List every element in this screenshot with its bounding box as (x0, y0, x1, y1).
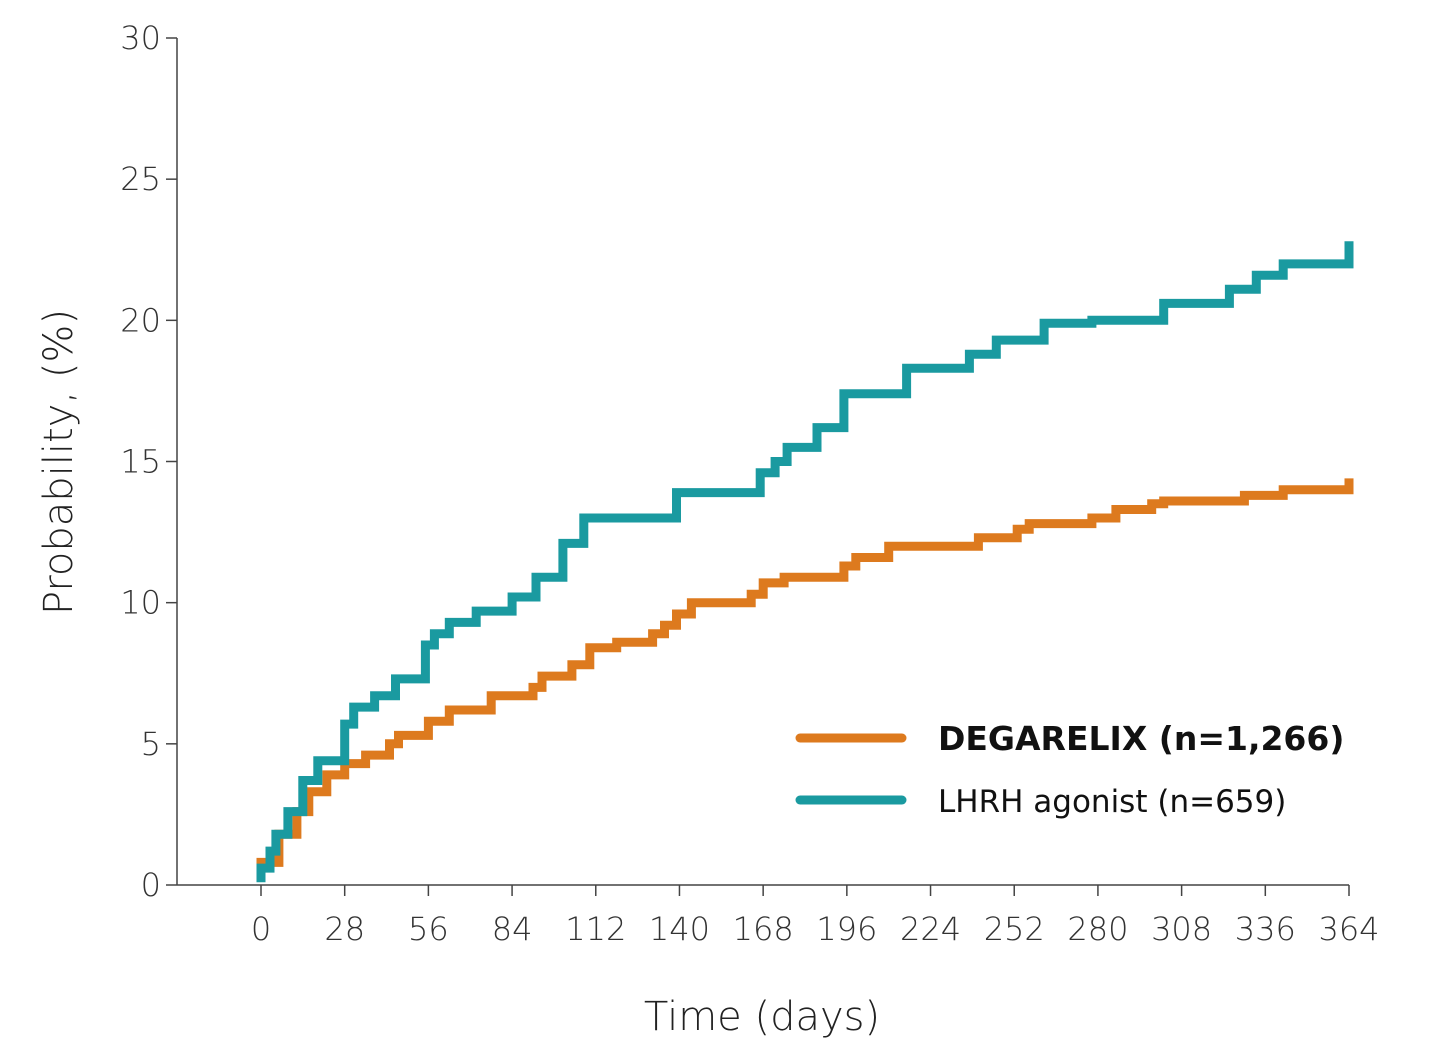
x-tick-label: 252 (984, 910, 1045, 948)
y-tick-label: 20 (120, 301, 161, 339)
series-layer (256, 241, 1354, 883)
x-tick-label: 56 (408, 910, 449, 948)
x-ticks: 0 28 56 84 112 140 168 196 224 252 280 308 336 364 (251, 885, 1380, 948)
legend-label: DEGARELIX (n=1,266) (938, 719, 1344, 758)
y-tick-label: 10 (120, 584, 161, 622)
x-tick-label: 0 (251, 910, 271, 948)
x-axis-title: Time (days) (644, 994, 880, 1040)
y-tick-label: 30 (120, 19, 161, 57)
legend-label: LHRH agonist (n=659) (938, 784, 1286, 820)
x-tick-label: 28 (324, 910, 365, 948)
x-tick-label: 84 (492, 910, 533, 948)
legend: DEGARELIX (n=1,266) LHRH agonist (n=659) (795, 719, 1344, 820)
y-tick-label: 25 (120, 160, 161, 198)
y-tick-label: 15 (120, 443, 161, 481)
x-tick-label: 336 (1235, 910, 1296, 948)
y-ticks: 0 5 10 15 20 25 30 (120, 19, 177, 904)
x-tick-label: 364 (1318, 910, 1379, 948)
axes: 0 5 10 15 20 25 30 0 28 56 84 112 140 168 196 224 252 28… (120, 19, 1379, 948)
y-tick-label: 0 (141, 866, 161, 904)
x-tick-label: 224 (900, 910, 961, 948)
x-tick-label: 168 (733, 910, 794, 948)
x-tick-label: 140 (649, 910, 710, 948)
y-axis-title: Probability, (%) (36, 309, 82, 615)
y-tick-label: 5 (141, 725, 161, 763)
x-tick-label: 112 (565, 910, 626, 948)
x-tick-label: 196 (816, 910, 877, 948)
x-tick-label: 308 (1151, 910, 1212, 948)
x-tick-label: 280 (1067, 910, 1128, 948)
series-line-degarelix (256, 478, 1354, 877)
series-line-lhrh-agonist (256, 241, 1354, 883)
